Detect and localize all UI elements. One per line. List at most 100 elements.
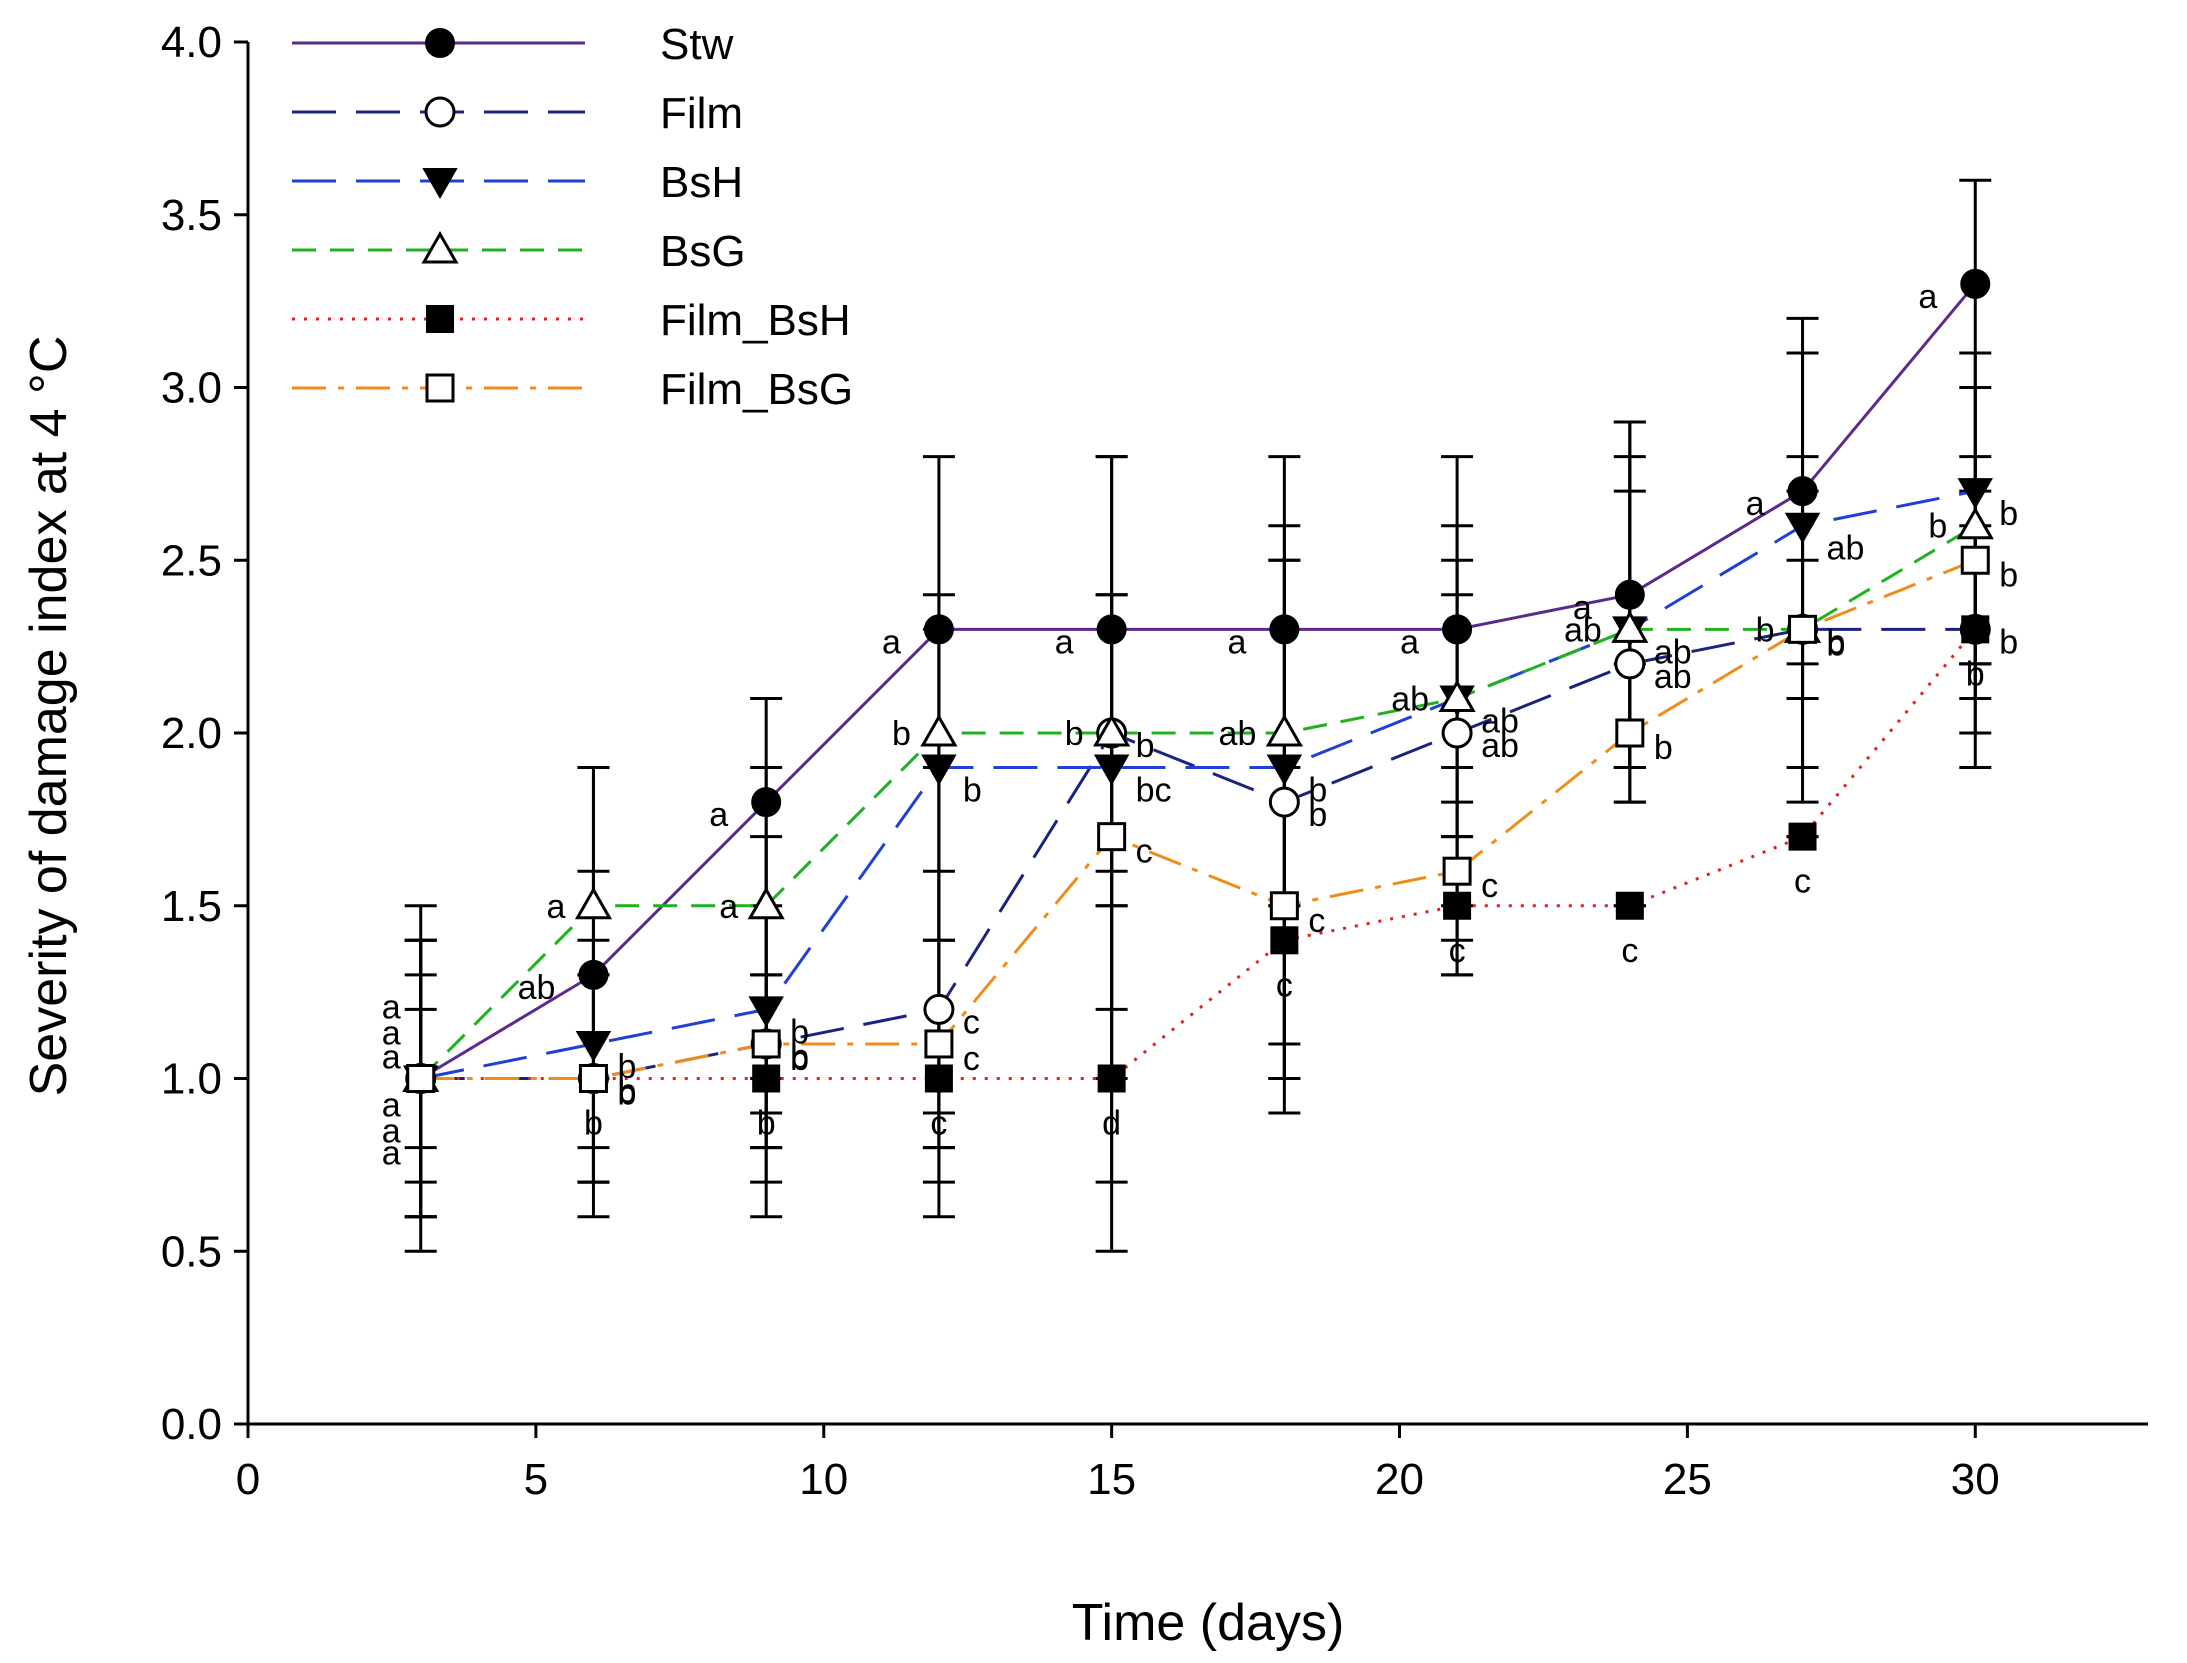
- significance-letter: c: [1276, 966, 1293, 1004]
- series-line-film-bsg: [420, 558, 1976, 1080]
- data-point-film-bsg: [1442, 856, 1472, 886]
- y-tick-label: 1.5: [161, 882, 222, 931]
- significance-letter: a: [1400, 623, 1419, 661]
- significance-letter: b: [1999, 495, 2018, 533]
- significance-letter: c: [1136, 833, 1153, 871]
- significance-letter: b: [1654, 729, 1673, 767]
- significance-letter: ab: [1564, 611, 1602, 649]
- significance-letter: b: [617, 1048, 636, 1086]
- significance-letter: ab: [1481, 727, 1519, 765]
- data-point-bsg: [1611, 610, 1649, 643]
- data-point-bsg: [1956, 506, 1994, 540]
- data-point-bsh: [1784, 512, 1821, 544]
- data-point-film-bsg: [1788, 614, 1818, 644]
- significance-letter: b: [1999, 556, 2018, 594]
- data-point-film-bsg: [924, 1029, 954, 1059]
- significance-letter: c: [963, 1040, 980, 1078]
- significance-letter: a: [382, 1015, 401, 1053]
- legend-label: Film_BsG: [660, 365, 853, 414]
- significance-letter: b: [790, 1013, 809, 1051]
- data-point-stw: [1096, 614, 1127, 645]
- data-point-film-bsh: [752, 1064, 781, 1093]
- significance-letter: a: [382, 1113, 401, 1151]
- significance-letter: a: [1573, 589, 1592, 627]
- y-axis-title: Severity of damage index at 4 °C: [20, 336, 78, 1097]
- y-tick-label: 1.0: [161, 1055, 222, 1104]
- significance-letter: ab: [1219, 715, 1257, 753]
- significance-letter: c: [930, 1105, 947, 1143]
- significance-letter: b: [1827, 625, 1846, 663]
- significance-letter: b: [617, 1073, 636, 1111]
- series-line-film: [420, 627, 1976, 1080]
- data-point-stw: [578, 959, 609, 990]
- data-point-film-bsh: [924, 1064, 953, 1093]
- significance-letter: a: [1746, 485, 1765, 523]
- data-point-film: [1441, 717, 1473, 749]
- significance-letter: c: [963, 1003, 980, 1041]
- x-tick-label: 25: [1663, 1455, 1712, 1504]
- series-lines-group: [419, 282, 1977, 1080]
- series-line-bsg: [419, 524, 1977, 1080]
- data-point-film-bsh: [1097, 1064, 1126, 1093]
- legend-marker: [425, 373, 455, 403]
- significance-letter: b: [1827, 623, 1846, 661]
- y-tick-label: 2.5: [161, 536, 222, 585]
- significance-letter: b: [1136, 727, 1155, 765]
- x-tick-label: 15: [1087, 1455, 1136, 1504]
- significance-letter: b: [790, 1040, 809, 1078]
- legend-label: BsH: [660, 158, 743, 207]
- legend-marker: [422, 168, 458, 200]
- data-point-film-bsh: [1270, 926, 1299, 955]
- data-point-film-bsh: [1615, 891, 1644, 920]
- x-tick-label: 10: [799, 1455, 848, 1504]
- y-tick-label: 0.0: [161, 1400, 222, 1449]
- legend: Stw Film BsH BsG Film_BsH Film_BsG: [292, 20, 853, 414]
- data-point-film-bsg: [751, 1029, 781, 1059]
- data-point-film-bsg: [1615, 718, 1645, 748]
- data-point-bsg: [1093, 713, 1131, 747]
- significance-letter: a: [382, 1039, 401, 1077]
- significance-letter: d: [1102, 1105, 1121, 1143]
- legend-label: Film: [660, 89, 743, 138]
- data-point-stw: [923, 614, 954, 645]
- significance-letter: b: [790, 1038, 809, 1076]
- data-point-bsh: [748, 996, 784, 1028]
- significance-letter: a: [382, 1135, 401, 1173]
- error-bars-group: [404, 178, 1992, 1253]
- data-point-bsg: [920, 713, 958, 747]
- significance-letter: b: [1308, 772, 1327, 810]
- data-markers-group: [402, 268, 1994, 1097]
- significance-letter: a: [547, 888, 566, 926]
- significance-letter: b: [1966, 655, 1985, 693]
- x-tick-label: 30: [1951, 1455, 2000, 1504]
- legend-marker: [421, 230, 459, 264]
- significance-letter: ab: [1654, 633, 1692, 671]
- legend-marker: [425, 28, 455, 58]
- significance-letter: b: [1928, 508, 1947, 546]
- data-point-film-bsg: [578, 1064, 608, 1093]
- significance-letter: a: [1055, 623, 1074, 661]
- significance-letter: a: [382, 989, 401, 1027]
- legend-label: Stw: [660, 20, 734, 69]
- significance-letter: c: [1308, 902, 1325, 940]
- legend-label: BsG: [660, 227, 746, 276]
- legend-marker: [426, 305, 454, 333]
- significance-letter: a: [1918, 278, 1937, 316]
- x-tick-label: 0: [236, 1455, 260, 1504]
- x-tick-label: 20: [1375, 1455, 1424, 1504]
- y-tick-label: 4.0: [161, 18, 222, 67]
- data-point-bsh: [1957, 478, 1993, 510]
- series-line-stw: [419, 282, 1977, 1080]
- data-point-stw: [1442, 614, 1473, 645]
- significance-letter: c: [1481, 867, 1498, 905]
- data-point-bsg: [574, 886, 613, 920]
- significance-letter: b: [1756, 611, 1775, 649]
- data-point-bsh: [1093, 754, 1130, 786]
- significance-letter: b: [1308, 796, 1327, 834]
- significance-letter: b: [1065, 715, 1084, 753]
- data-point-film: [923, 993, 955, 1025]
- data-point-film-bsh: [1443, 891, 1472, 920]
